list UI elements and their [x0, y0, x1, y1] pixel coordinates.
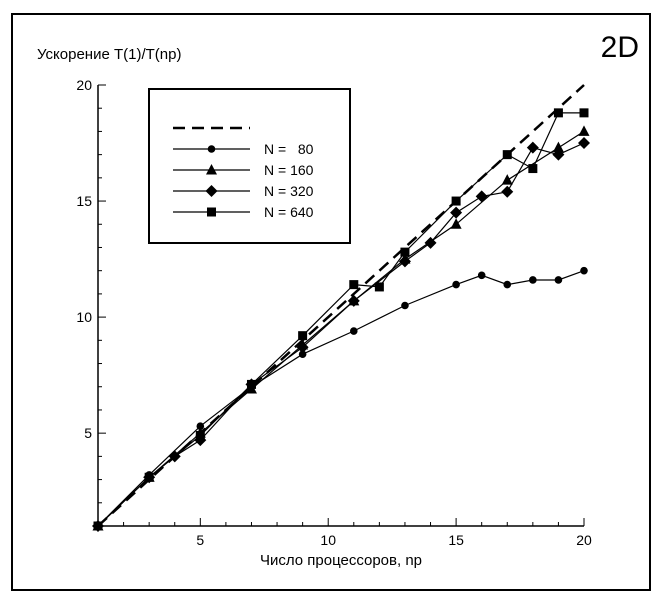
y-tick-label: 5 [84, 425, 92, 441]
data-point [347, 294, 360, 307]
data-point [553, 108, 563, 118]
data-point [93, 521, 103, 531]
data-point [552, 141, 564, 153]
legend: N = 80 N = 160 N = 320 N = 640 [148, 88, 351, 244]
data-point [452, 280, 460, 289]
data-point [196, 422, 205, 430]
data-point [529, 276, 537, 284]
data-point [296, 341, 309, 354]
axes: 5 10 15 20 5 10 15 20 [76, 77, 592, 548]
data-point [298, 350, 307, 359]
legend-marker [207, 207, 216, 217]
series-layer [92, 84, 590, 532]
data-point [554, 276, 563, 284]
legend-marker [205, 185, 218, 197]
legend-entry: N = 320 [173, 183, 314, 199]
data-point [528, 164, 538, 174]
legend-entry: N = 640 [173, 204, 314, 220]
legend-label: N = 320 [264, 183, 314, 199]
y-tick-label: 20 [76, 77, 92, 93]
y-tick-label: 15 [76, 193, 92, 209]
data-point [349, 280, 359, 290]
data-point [424, 236, 437, 249]
data-point [578, 137, 590, 150]
figure-frame: 5 10 15 20 5 10 15 20 N = 80 N = 160 N = 320 N = 6… [11, 13, 651, 591]
legend-label: N = 160 [264, 162, 314, 178]
x-tick-label: 20 [576, 532, 592, 548]
y-tick-label: 10 [76, 309, 92, 325]
data-point [502, 150, 512, 160]
data-point [501, 174, 513, 185]
data-point [580, 266, 588, 275]
series-square [93, 108, 589, 531]
series-ideal [97, 84, 585, 527]
legend-marker [206, 164, 217, 175]
series-line [97, 270, 585, 527]
data-point [374, 282, 384, 292]
series-line [97, 84, 585, 527]
legend-box [148, 88, 351, 244]
data-point [398, 255, 411, 268]
legend-entry: N = 80 [173, 141, 314, 157]
data-point [579, 108, 589, 118]
data-point [552, 148, 565, 161]
panel-label: 2D [601, 31, 639, 64]
x-tick-label: 10 [320, 532, 336, 548]
data-point [246, 379, 256, 389]
data-point [195, 430, 205, 440]
data-point [400, 247, 410, 257]
x-tick-label: 15 [448, 532, 464, 548]
data-point [450, 206, 463, 219]
data-point [477, 271, 486, 280]
data-point [501, 185, 514, 198]
data-point [526, 141, 539, 154]
data-point [475, 190, 488, 203]
data-point [401, 301, 409, 310]
data-point [451, 196, 461, 206]
y-axis-label: Ускорение T(1)/T(np) [37, 46, 181, 63]
data-point [298, 331, 308, 341]
data-point [349, 327, 358, 335]
data-point [144, 472, 154, 482]
data-point [503, 280, 512, 289]
legend-label: N = 80 [264, 141, 314, 157]
legend-entry: N = 160 [173, 162, 314, 178]
legend-label: N = 640 [264, 204, 314, 220]
data-point [450, 218, 462, 229]
x-tick-label: 5 [196, 532, 204, 548]
x-axis-label: Число процессоров, np [260, 552, 422, 569]
data-point [578, 125, 590, 136]
legend-marker [207, 145, 216, 153]
speedup-chart: 5 10 15 20 5 10 15 20 N = 80 N = 160 N = 320 N = 6… [37, 31, 639, 569]
